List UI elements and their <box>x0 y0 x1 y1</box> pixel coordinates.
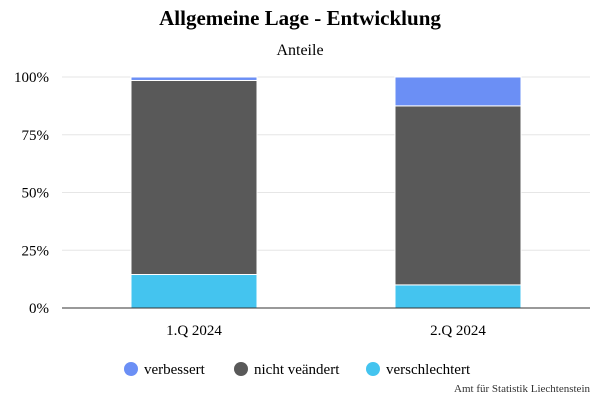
y-tick-label: 50% <box>22 186 50 202</box>
bar-segment-verbessert[interactable] <box>394 76 522 107</box>
bar-segment-nicht-veändert[interactable] <box>394 105 522 286</box>
legend-marker <box>366 362 380 376</box>
legend-label: verschlechtert <box>386 362 471 378</box>
y-tick-label: 25% <box>22 243 50 259</box>
legend-marker <box>124 362 138 376</box>
bar-segment-verbessert[interactable] <box>130 76 258 81</box>
legend-marker <box>234 362 248 376</box>
bar-segment-verschlechtert[interactable] <box>130 274 258 309</box>
bars <box>130 76 522 309</box>
y-tick-label: 75% <box>22 128 50 144</box>
legend[interactable]: verbessert nicht veändert verschlechtert <box>124 362 471 378</box>
chart-title: Allgemeine Lage - Entwicklung <box>159 6 441 30</box>
y-axis: 0% 25% 50% 75% 100% <box>14 70 49 317</box>
source-credit: Amt für Statistik Liechtenstein <box>454 383 590 395</box>
x-axis: 1.Q 2024 2.Q 2024 <box>62 307 590 339</box>
chart-subtitle: Anteile <box>276 42 324 59</box>
legend-label: verbessert <box>144 362 206 378</box>
legend-label: nicht veändert <box>254 362 340 378</box>
legend-item-nicht-veändert[interactable]: nicht veändert <box>234 362 340 378</box>
y-tick-label: 100% <box>14 70 49 86</box>
legend-item-verschlechtert[interactable]: verschlechtert <box>366 362 471 378</box>
x-tick-label: 2.Q 2024 <box>430 323 486 339</box>
x-tick-label: 1.Q 2024 <box>166 323 222 339</box>
bar-segment-verschlechtert[interactable] <box>394 284 522 309</box>
bar-segment-nicht-veändert[interactable] <box>130 79 258 276</box>
legend-item-verbessert[interactable]: verbessert <box>124 362 206 378</box>
y-tick-label: 0% <box>29 301 49 317</box>
